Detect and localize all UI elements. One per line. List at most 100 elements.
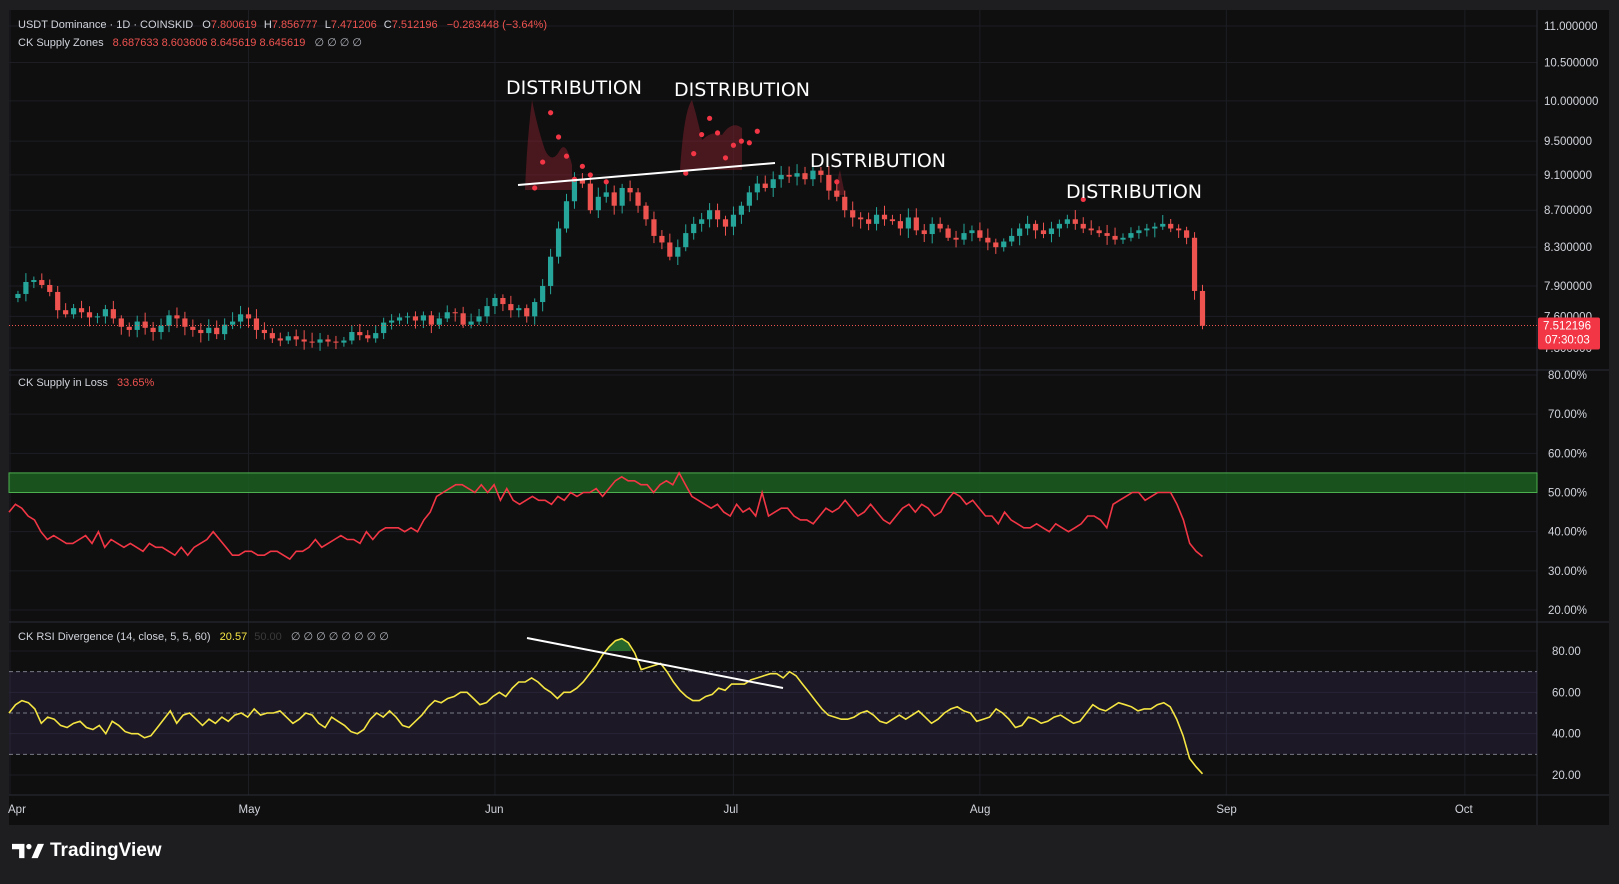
candle-body bbox=[1080, 223, 1086, 229]
supply-loss-tick-label: 50.00% bbox=[1548, 488, 1587, 500]
supply-loss-tick-label: 60.00% bbox=[1548, 448, 1587, 460]
supply-zone-dot bbox=[722, 155, 729, 161]
supply-zone-dot bbox=[563, 153, 570, 159]
bar-countdown: 07:30:03 bbox=[1545, 334, 1590, 346]
candle-body bbox=[881, 214, 888, 220]
supply-zone-dot bbox=[540, 159, 546, 165]
candle-body bbox=[587, 183, 593, 211]
candle-body bbox=[381, 322, 387, 334]
rsi-axis[interactable]: 80.00 60.00 40.00 20.00 bbox=[1552, 646, 1581, 782]
candle-body bbox=[977, 230, 983, 238]
supply-loss-tick-label: 30.00% bbox=[1548, 566, 1587, 578]
supply-zone-dot bbox=[603, 179, 609, 185]
candle-body bbox=[866, 219, 872, 224]
legend-rsi-name: CK RSI Divergence (14, close, 5, 5, 60) bbox=[18, 631, 211, 643]
legend-supply-loss-name: CK Supply in Loss bbox=[18, 377, 108, 389]
legend-rsi[interactable]: CK RSI Divergence (14, close, 5, 5, 60) … bbox=[18, 631, 389, 643]
candle-body bbox=[873, 214, 880, 224]
candle-body bbox=[508, 304, 514, 311]
candle-body bbox=[921, 230, 927, 235]
supply-loss-axis[interactable]: 80.00% 70.00% 60.00% 50.00% 40.00% 30.00% 20.0… bbox=[1548, 370, 1587, 617]
supply-zone-dot bbox=[683, 170, 689, 176]
time-tick-label: Apr bbox=[8, 804, 26, 816]
supply-zone-dot bbox=[730, 142, 737, 148]
tradingview-logo-icon bbox=[12, 843, 44, 859]
candle-body bbox=[1056, 223, 1062, 229]
supply-zone-dot bbox=[691, 151, 697, 157]
legend-c-label: C bbox=[384, 19, 392, 31]
last-price-badge: 7.512196 07:30:03 bbox=[1538, 317, 1600, 350]
supply-zone-dot bbox=[579, 163, 586, 169]
supply-zone-dot bbox=[714, 130, 721, 136]
legend-supply-loss-value: 33.65% bbox=[117, 377, 155, 389]
candle-body bbox=[635, 192, 641, 206]
legend-change: −0.283448 (−3.64%) bbox=[447, 19, 547, 31]
candle-body bbox=[913, 217, 919, 231]
candle-body bbox=[182, 318, 188, 327]
legend-close: 7.512196 bbox=[392, 19, 438, 31]
candle-body bbox=[142, 321, 148, 328]
candle-body bbox=[428, 315, 434, 325]
candle-body bbox=[78, 308, 85, 313]
annotation-distribution-4[interactable]: DISTRIBUTION bbox=[1066, 181, 1202, 203]
candle-body bbox=[269, 333, 275, 339]
candle-body bbox=[516, 308, 522, 311]
rsi-line bbox=[8, 637, 1204, 775]
candle-body bbox=[961, 233, 967, 240]
annotation-distribution-2[interactable]: DISTRIBUTION bbox=[674, 79, 810, 101]
candle-body bbox=[420, 315, 426, 321]
time-tick-label: May bbox=[239, 804, 261, 816]
candle-body bbox=[683, 233, 689, 248]
legend-supply-loss[interactable]: CK Supply in Loss 33.65% bbox=[18, 377, 154, 389]
candle-body bbox=[1168, 223, 1174, 229]
candle-body bbox=[1009, 235, 1015, 242]
candle-body bbox=[532, 302, 538, 317]
grid bbox=[9, 10, 1537, 795]
candle-body bbox=[31, 280, 37, 283]
legend-main[interactable]: USDT Dominance · 1D · COINSKID O7.800619… bbox=[18, 19, 547, 31]
candle-body bbox=[412, 316, 419, 321]
candle-body bbox=[730, 214, 737, 227]
candle-body bbox=[71, 308, 77, 315]
legend-high: 7.856777 bbox=[272, 19, 318, 31]
supply-zone-dot bbox=[754, 128, 760, 134]
candle-body bbox=[23, 282, 29, 294]
candle-body bbox=[492, 297, 498, 307]
candle-body bbox=[222, 324, 228, 335]
candle-body bbox=[786, 174, 792, 177]
candle-body bbox=[699, 219, 705, 224]
legend-supply-zones[interactable]: CK Supply Zones 8.687633 8.603606 8.6456… bbox=[18, 37, 362, 49]
candle-body bbox=[707, 210, 713, 220]
candle-body bbox=[214, 327, 220, 335]
candle-body bbox=[889, 219, 896, 222]
price-tick-label: 11.000000 bbox=[1544, 21, 1598, 33]
supply-cloud-3 bbox=[835, 170, 845, 195]
candle-body bbox=[1025, 223, 1031, 229]
candle-body bbox=[667, 242, 673, 257]
candle-body bbox=[1160, 223, 1166, 227]
supply-loss-polyline bbox=[8, 471, 1204, 561]
candle-body bbox=[166, 315, 172, 326]
brand-name: TradingView bbox=[50, 840, 162, 861]
annotation-distribution-1[interactable]: DISTRIBUTION bbox=[506, 77, 642, 99]
candle-body bbox=[834, 190, 840, 197]
candle-body bbox=[349, 332, 355, 341]
tradingview-brand[interactable]: TradingView bbox=[12, 840, 162, 862]
candle-body bbox=[929, 223, 935, 235]
candle-body bbox=[1112, 235, 1118, 240]
candle-body bbox=[802, 173, 808, 180]
candle-body bbox=[1191, 237, 1198, 291]
candle-body bbox=[858, 217, 864, 220]
supply-loss-tick-label: 40.00% bbox=[1548, 527, 1587, 539]
price-tick-label: 7.900000 bbox=[1544, 281, 1592, 293]
candle-body bbox=[1176, 228, 1182, 231]
candle-body bbox=[722, 219, 729, 227]
time-axis[interactable]: Apr May Jun Jul Aug Sep Oct bbox=[8, 804, 1474, 816]
candle-body bbox=[826, 174, 832, 191]
trendline-price[interactable] bbox=[517, 162, 776, 186]
annotation-distribution-3[interactable]: DISTRIBUTION bbox=[810, 150, 946, 172]
candle-body bbox=[691, 223, 697, 234]
trendline-rsi[interactable] bbox=[526, 637, 784, 689]
candle-body bbox=[985, 237, 991, 243]
